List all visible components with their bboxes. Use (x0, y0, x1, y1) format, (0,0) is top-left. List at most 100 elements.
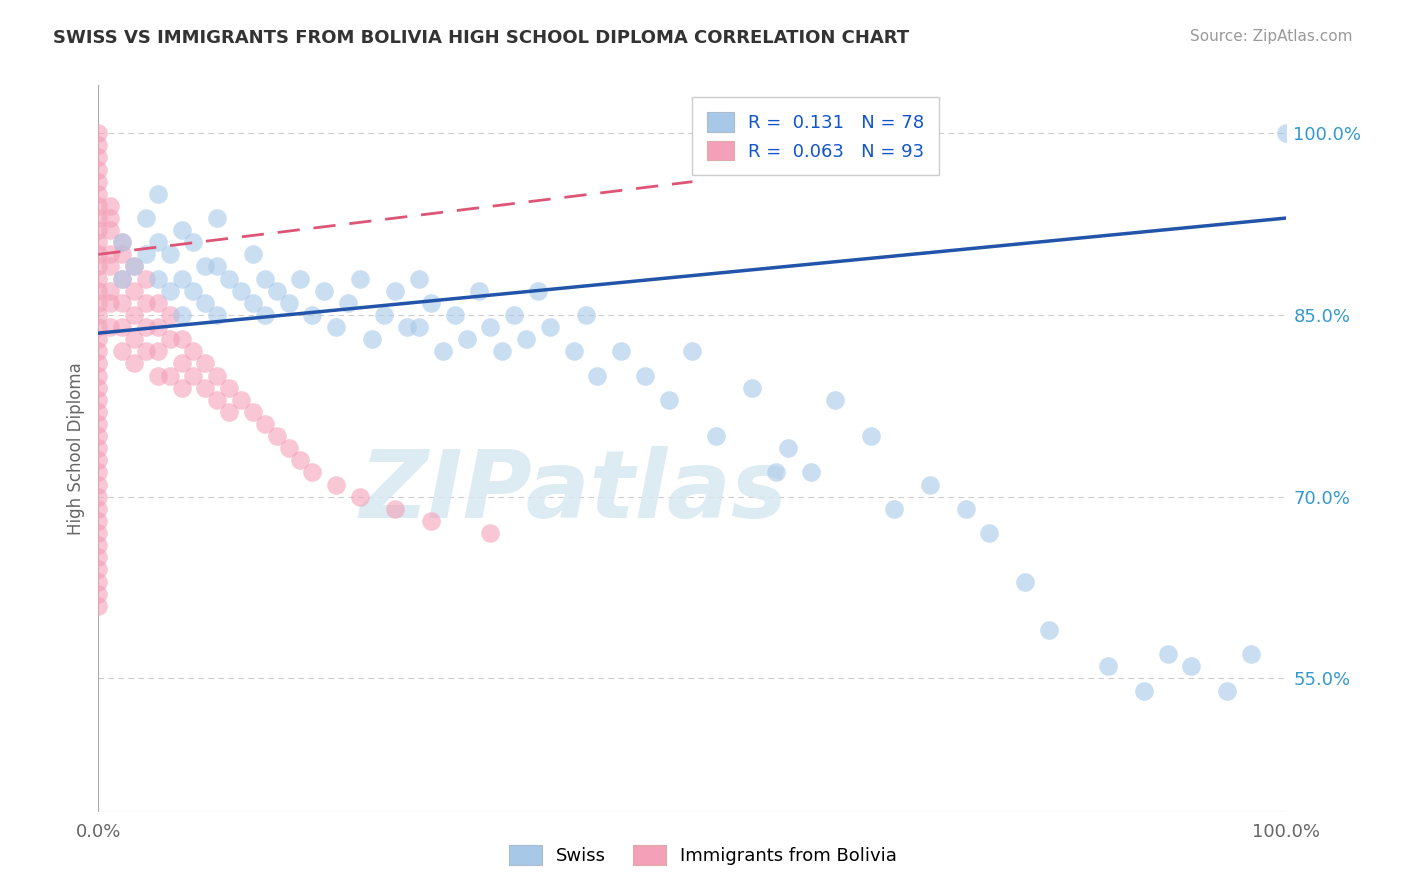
Point (98, 296, 121, 310)
Point (277, 442, 299, 456)
Point (122, 284, 145, 298)
Point (194, 260, 217, 274)
Point (98, 247, 121, 261)
Point (146, 271, 169, 285)
Point (883, 501, 905, 516)
Point (384, 501, 406, 516)
Point (146, 296, 169, 310)
Point (87, 186, 110, 201)
Point (87, 442, 110, 456)
Point (122, 308, 145, 322)
Point (242, 405, 264, 419)
Point (87, 175, 110, 189)
Point (87, 199, 110, 213)
Point (170, 381, 193, 395)
Point (218, 381, 240, 395)
Point (111, 320, 134, 334)
Point (336, 296, 359, 310)
Point (384, 284, 406, 298)
Point (1275, 126, 1298, 140)
Point (87, 466, 110, 480)
Point (586, 368, 609, 383)
Point (98, 199, 121, 213)
Point (111, 344, 134, 359)
Point (207, 392, 229, 407)
Point (122, 260, 145, 274)
Point (456, 332, 478, 346)
Point (610, 344, 633, 359)
Point (159, 284, 181, 298)
Point (98, 284, 121, 298)
Point (634, 368, 657, 383)
Point (242, 247, 264, 261)
Point (146, 320, 169, 334)
Point (159, 308, 181, 322)
Point (1156, 647, 1178, 661)
Point (704, 429, 727, 443)
Point (87, 550, 110, 565)
Point (146, 344, 169, 359)
Point (135, 344, 157, 359)
Point (170, 308, 193, 322)
Point (87, 162, 110, 177)
Point (87, 271, 110, 285)
Point (135, 211, 157, 225)
Point (1097, 659, 1119, 673)
Text: Source: ZipAtlas.com: Source: ZipAtlas.com (1189, 29, 1353, 44)
Point (408, 320, 430, 334)
Point (408, 271, 430, 285)
Point (111, 271, 134, 285)
Point (194, 356, 217, 370)
Point (467, 284, 489, 298)
Point (87, 344, 110, 359)
Y-axis label: High School Diploma: High School Diploma (66, 362, 84, 534)
Point (1014, 574, 1036, 589)
Point (135, 271, 157, 285)
Point (349, 490, 371, 504)
Point (420, 296, 443, 310)
Point (266, 284, 288, 298)
Point (146, 186, 169, 201)
Point (349, 271, 371, 285)
Point (87, 477, 110, 491)
Point (183, 344, 205, 359)
Point (253, 271, 276, 285)
Point (87, 320, 110, 334)
Point (87, 284, 110, 298)
Point (87, 453, 110, 467)
Point (242, 296, 264, 310)
Point (87, 126, 110, 140)
Point (1038, 623, 1060, 637)
Point (87, 501, 110, 516)
Point (170, 223, 193, 237)
Point (122, 260, 145, 274)
Text: ZIPatlas: ZIPatlas (360, 446, 787, 538)
Point (266, 429, 288, 443)
Point (122, 356, 145, 370)
Point (420, 514, 443, 528)
Point (87, 490, 110, 504)
Point (207, 308, 229, 322)
Point (111, 271, 134, 285)
Legend: Swiss, Immigrants from Bolivia: Swiss, Immigrants from Bolivia (502, 838, 904, 872)
Point (122, 332, 145, 346)
Point (301, 466, 323, 480)
Point (87, 138, 110, 153)
Text: SWISS VS IMMIGRANTS FROM BOLIVIA HIGH SCHOOL DIPLOMA CORRELATION CHART: SWISS VS IMMIGRANTS FROM BOLIVIA HIGH SC… (53, 29, 910, 46)
Point (87, 211, 110, 225)
Point (111, 247, 134, 261)
Point (658, 392, 681, 407)
Point (183, 235, 205, 250)
Point (681, 344, 703, 359)
Point (159, 368, 181, 383)
Point (87, 223, 110, 237)
Point (1216, 683, 1239, 698)
Point (479, 320, 502, 334)
Point (527, 284, 550, 298)
Point (87, 429, 110, 443)
Point (111, 235, 134, 250)
Point (444, 308, 467, 322)
Point (218, 271, 240, 285)
Point (1180, 659, 1202, 673)
Point (87, 308, 110, 322)
